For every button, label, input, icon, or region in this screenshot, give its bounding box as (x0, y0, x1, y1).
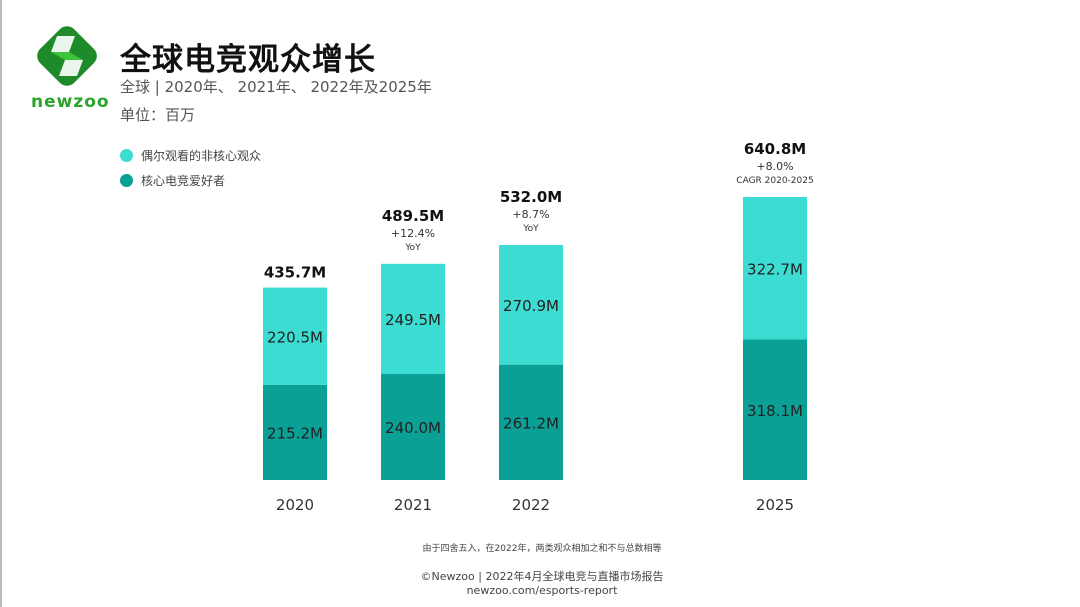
data-label: 215.2M (267, 424, 323, 442)
legend-swatch-casual (120, 149, 133, 162)
newzoo-logo-icon (37, 26, 97, 86)
growth-label: +12.4% (391, 227, 435, 240)
bar-casual-2021 (381, 263, 445, 375)
data-label: 270.9M (503, 297, 559, 315)
legend-item-casual: 偶尔观看的非核心观众 (120, 147, 261, 164)
data-label: 240.0M (385, 419, 441, 437)
total-label: 532.0M (500, 188, 562, 206)
growth-basis-label: CAGR 2020-2025 (736, 176, 813, 186)
total-label: 640.8M (744, 140, 806, 158)
total-label: 435.7M (264, 264, 326, 282)
bar-enthusiast-2022 (499, 364, 563, 480)
growth-basis-label: YoY (404, 243, 421, 253)
bar-casual-2025 (743, 197, 807, 340)
x-tick-label: 2022 (512, 496, 550, 514)
legend-swatch-enthusiast (120, 174, 133, 187)
total-label: 489.5M (382, 207, 444, 225)
x-tick-label: 2021 (394, 496, 432, 514)
legend-label: 核心电竞爱好者 (141, 174, 226, 188)
growth-label: +8.7% (512, 208, 549, 221)
growth-basis-label: YoY (522, 224, 539, 234)
legend-label: 偶尔观看的非核心观众 (141, 149, 262, 163)
data-label: 249.5M (385, 311, 441, 329)
bar-enthusiast-2020 (263, 384, 327, 480)
bar-enthusiast-2025 (743, 339, 807, 480)
source-url: newzoo.com/esports-report (466, 584, 618, 597)
unit-label: 单位：百万 (120, 106, 196, 124)
x-tick-label: 2020 (276, 496, 314, 514)
bar-enthusiast-2021 (381, 374, 445, 480)
footnote: 由于四舍五入，在2022年，两类观众相加之和不与总数相等 (422, 544, 662, 554)
growth-label: +8.0% (756, 160, 793, 173)
x-tick-label: 2025 (756, 496, 794, 514)
data-label: 322.7M (747, 260, 803, 278)
copyright: ©Newzoo | 2022年4月全球电竞与直播市场报告 (420, 570, 664, 583)
data-label: 220.5M (267, 328, 323, 346)
data-label: 261.2M (503, 414, 559, 432)
bar-casual-2022 (499, 245, 563, 365)
chart-title: 全球电竞观众增长 (120, 42, 376, 78)
bar-casual-2020 (263, 287, 327, 385)
legend-item-enthusiast: 核心电竞爱好者 (120, 172, 225, 189)
logo-text: newzoo (31, 92, 110, 112)
chart-subtitle: 全球 | 2020年、 2021年、 2022年及2025年 (120, 78, 432, 96)
data-label: 318.1M (747, 402, 803, 420)
